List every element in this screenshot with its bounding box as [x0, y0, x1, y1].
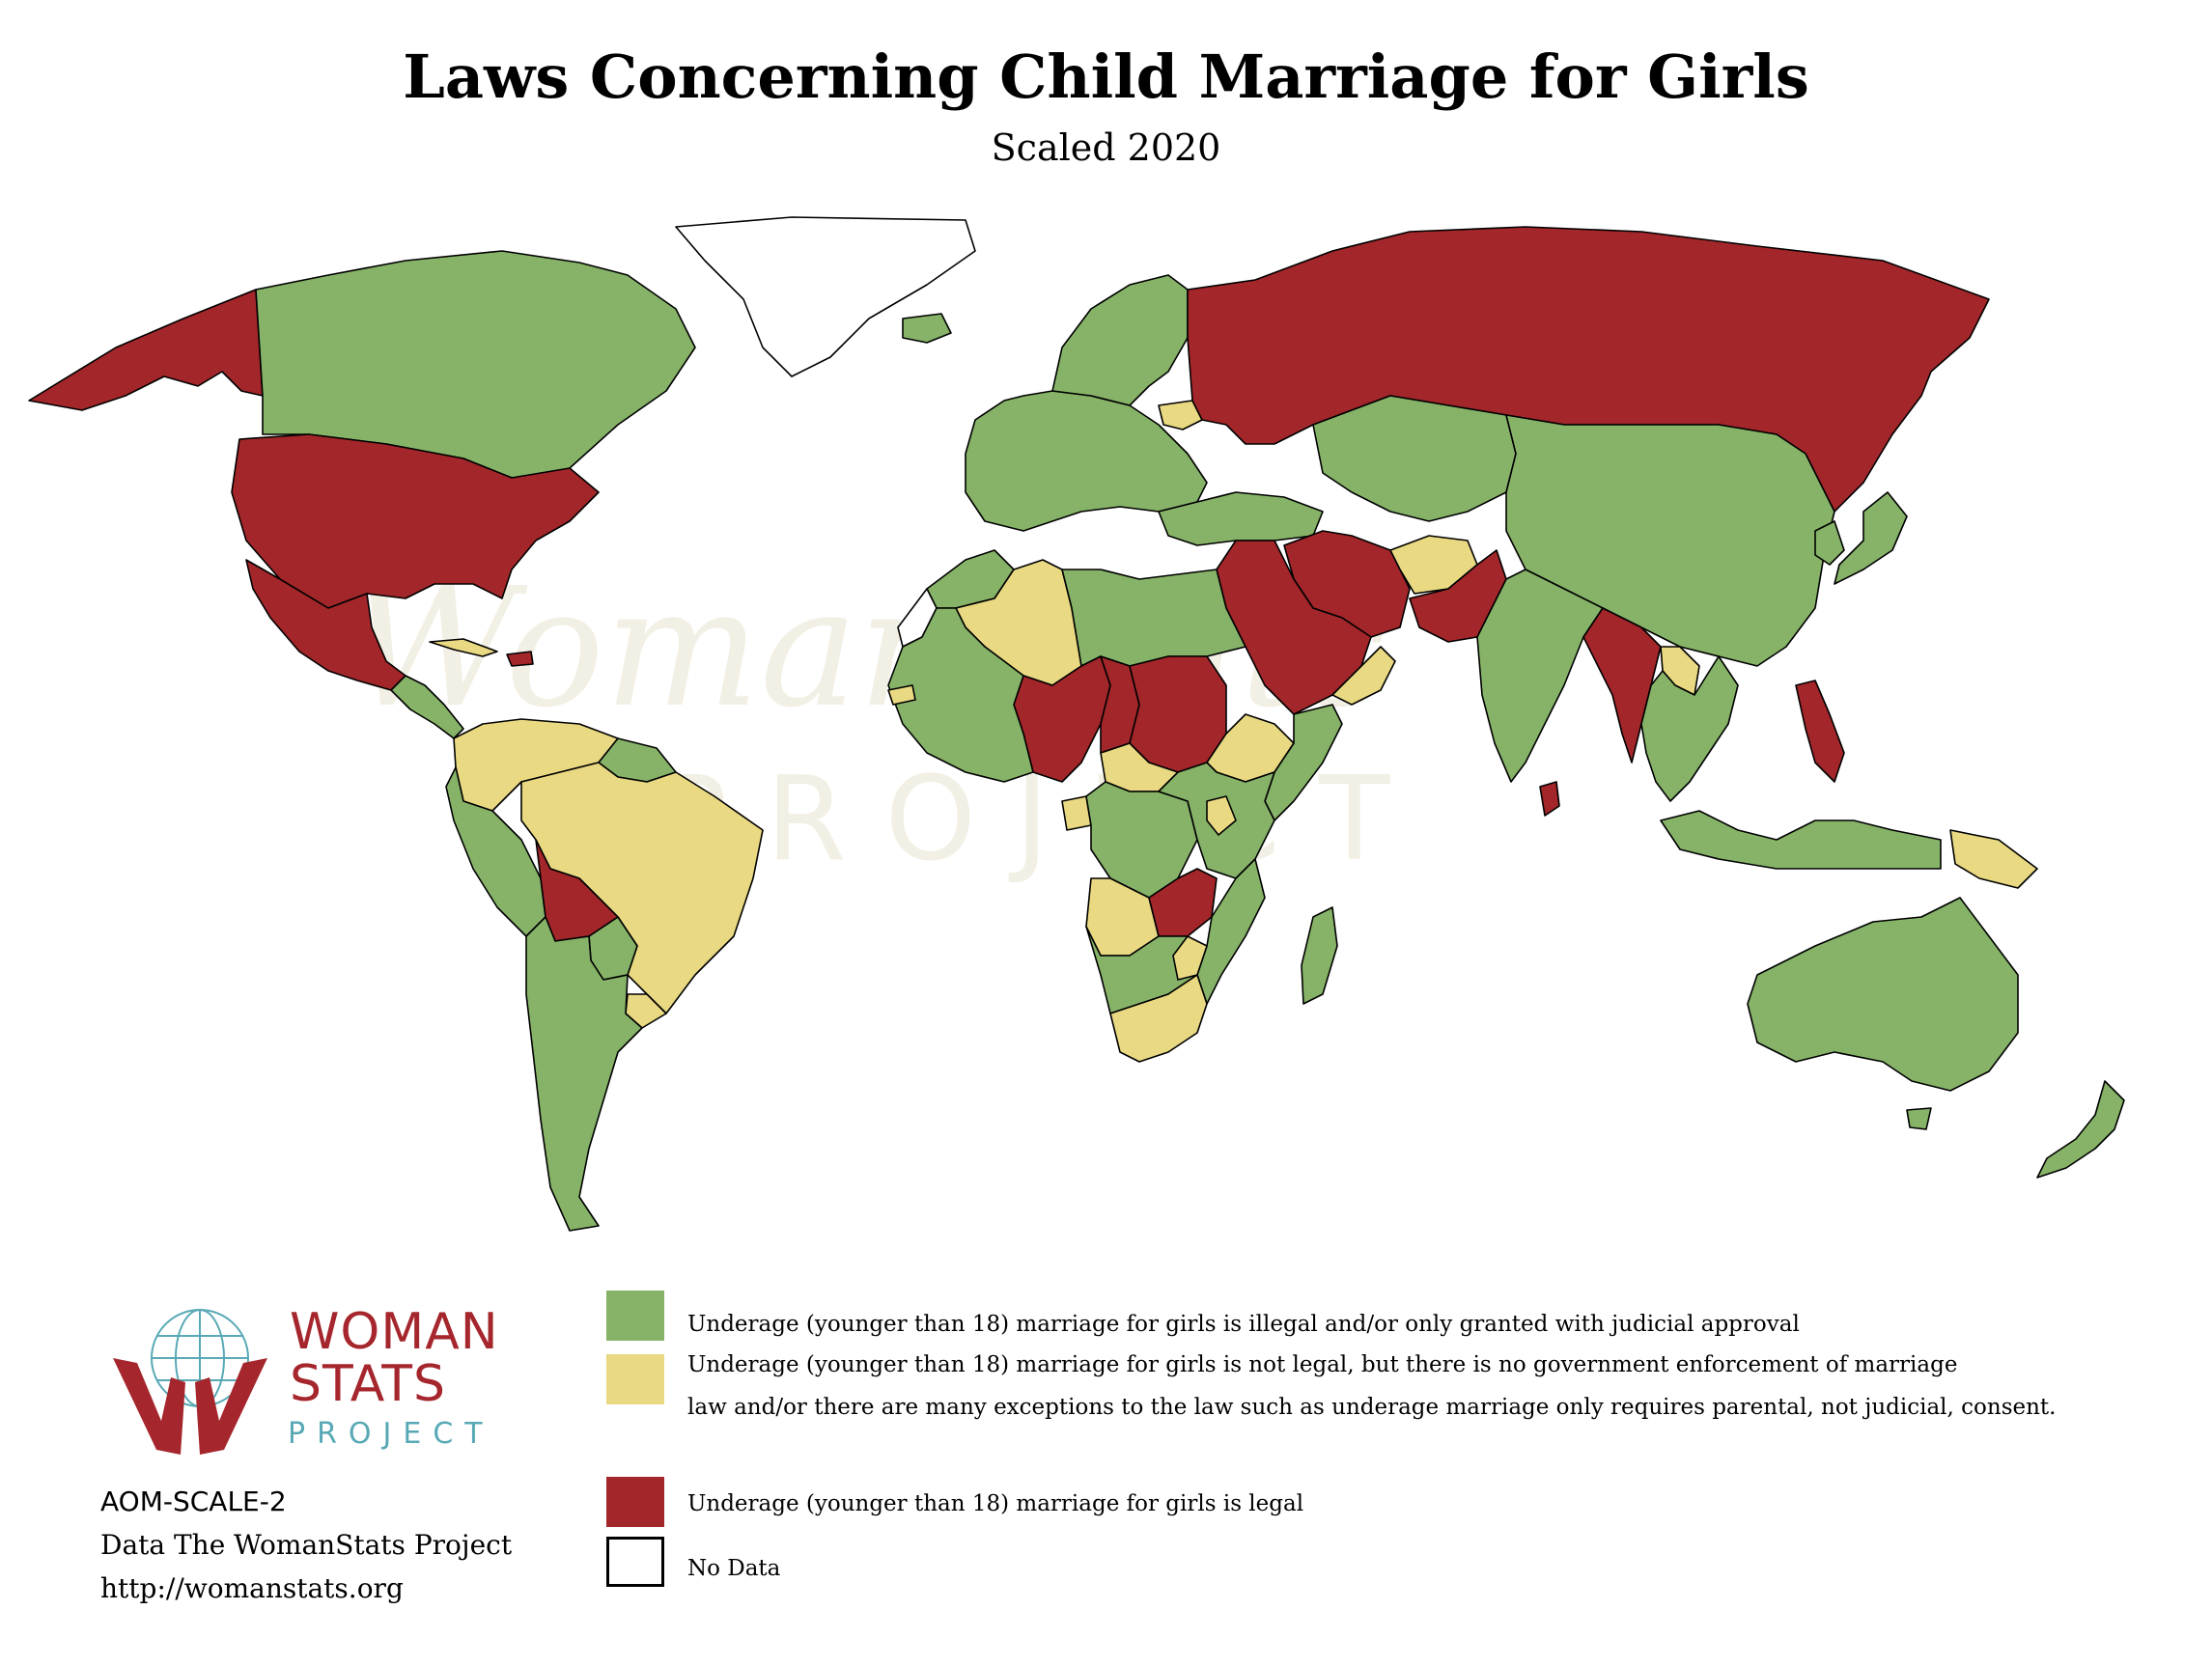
region-drc[interactable] — [1085, 781, 1198, 899]
country-regions — [28, 216, 2125, 1232]
region-alaska[interactable] — [28, 289, 264, 411]
region-mongolia-china[interactable] — [1505, 414, 1835, 667]
dataset-code: AOM-SCALE-2 — [100, 1486, 287, 1517]
legend-swatch-legal — [606, 1477, 664, 1527]
logo-word-stats: STATS — [290, 1355, 447, 1413]
region-south-africa[interactable] — [1109, 974, 1208, 1063]
region-scandinavia[interactable] — [1051, 274, 1189, 406]
womanstats-logo: WOMAN STATS PROJECT — [108, 1305, 514, 1459]
region-india[interactable] — [1476, 569, 1604, 783]
region-haiti[interactable] — [506, 651, 534, 667]
region-chile-argentina[interactable] — [525, 916, 643, 1232]
legend-label-not-enforced-line2: law and/or there are many exceptions to … — [687, 1395, 2057, 1420]
map-subtitle: Scaled 2020 — [991, 126, 1221, 169]
region-philippines[interactable] — [1795, 680, 1845, 783]
legend-swatch-not-enforced — [606, 1354, 664, 1404]
region-madagascar[interactable] — [1301, 906, 1338, 1005]
region-central-america[interactable] — [390, 675, 464, 739]
legend-label-illegal: Underage (younger than 18) marriage for … — [687, 1312, 1800, 1337]
region-west-africa[interactable] — [887, 607, 1034, 783]
logo-word-woman: WOMAN — [290, 1303, 499, 1361]
region-tanzania-coast[interactable] — [1206, 795, 1237, 836]
region-new-zealand[interactable] — [2036, 1080, 2125, 1179]
logo-word-project: PROJECT — [288, 1417, 494, 1451]
source-url[interactable]: http://womanstats.org — [100, 1572, 404, 1604]
region-japan[interactable] — [1834, 491, 1908, 585]
legend-label-no-data: No Data — [687, 1556, 781, 1581]
region-iceland[interactable] — [902, 313, 952, 344]
data-source: Data The WomanStats Project — [100, 1529, 513, 1561]
region-southeast-asia[interactable] — [1640, 655, 1739, 802]
region-libya-egypt[interactable] — [1061, 569, 1246, 667]
region-gambia[interactable] — [887, 684, 916, 706]
region-australia[interactable] — [1747, 897, 2019, 1092]
region-papua-new-guinea[interactable] — [1949, 829, 2038, 889]
region-sri-lanka[interactable] — [1539, 781, 1560, 817]
region-zimbabwe[interactable] — [1172, 935, 1208, 981]
legend-swatch-no-data — [606, 1537, 664, 1587]
region-central-asia[interactable] — [1312, 395, 1517, 522]
region-somalia[interactable] — [1264, 704, 1343, 821]
legend-label-legal: Underage (younger than 18) marriage for … — [687, 1491, 1304, 1516]
map-title: Laws Concerning Child Marriage for Girls — [403, 42, 1809, 112]
region-indonesia[interactable] — [1660, 810, 1942, 870]
region-greenland[interactable] — [675, 216, 976, 377]
region-belarus[interactable] — [1158, 400, 1203, 430]
legend-swatch-illegal — [606, 1291, 664, 1341]
region-cuba[interactable] — [429, 638, 498, 657]
region-korea[interactable] — [1814, 520, 1845, 566]
legend-label-not-enforced-line1: Underage (younger than 18) marriage for … — [687, 1352, 1958, 1377]
world-map: WomanStats PROJECT — [28, 216, 2125, 1232]
region-oman-yemen-coast[interactable] — [1331, 646, 1396, 706]
region-tasmania[interactable] — [1906, 1107, 1932, 1130]
globe-hands-icon — [113, 1309, 267, 1455]
